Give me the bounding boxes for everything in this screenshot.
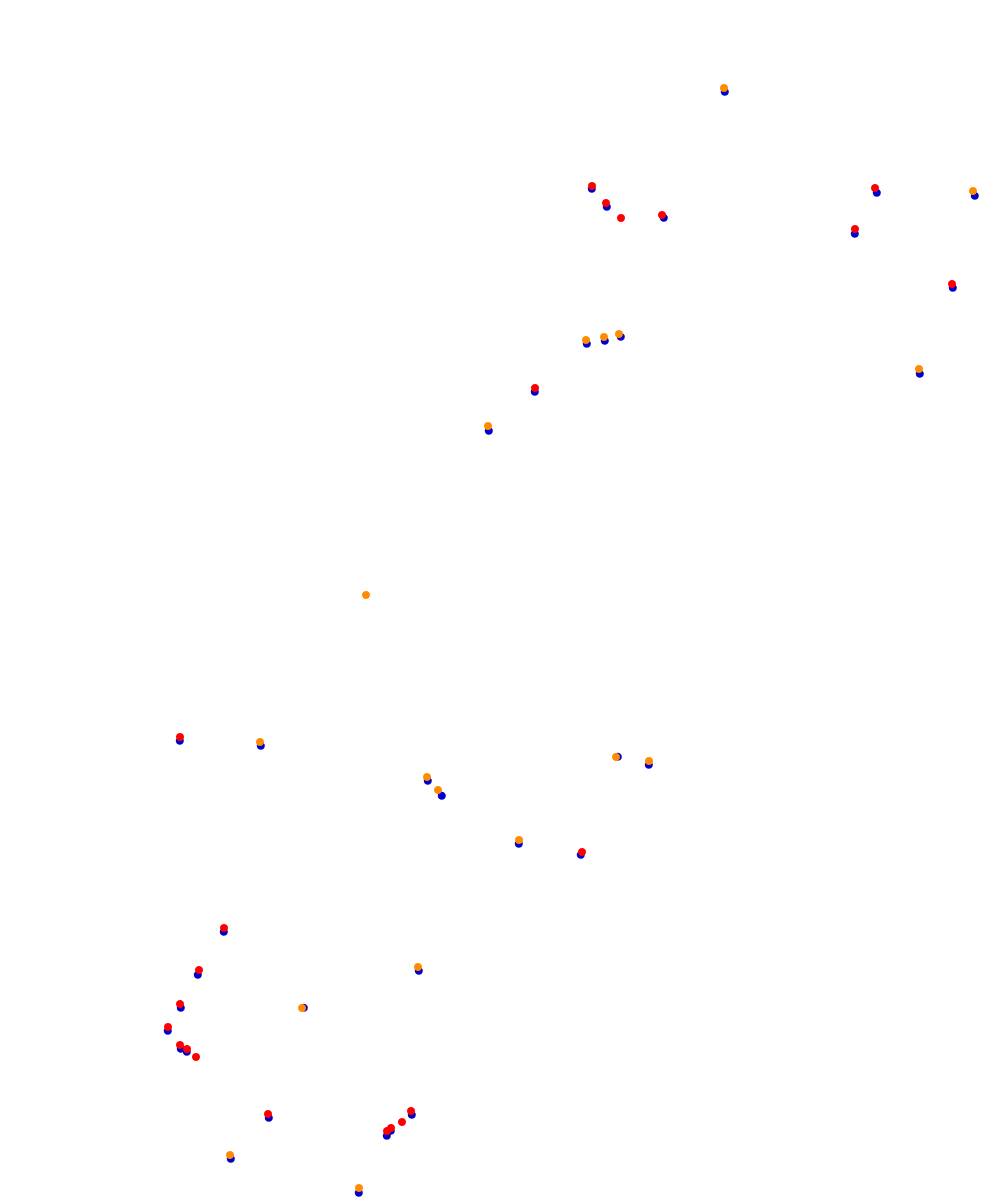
data-point-s1-6 [948, 280, 956, 288]
data-point-s1-0 [588, 182, 596, 190]
data-point-s0-19 [437, 791, 446, 800]
data-point-s2-1 [969, 187, 977, 195]
data-point-s2-11 [423, 773, 431, 781]
data-point-s1-5 [851, 225, 859, 233]
data-point-s1-9 [578, 848, 586, 856]
series-2 [226, 84, 977, 1192]
data-point-s1-10 [220, 924, 228, 932]
data-point-s1-17 [264, 1110, 272, 1118]
data-point-s2-10 [645, 757, 653, 765]
data-point-s2-5 [484, 422, 492, 430]
data-point-s1-12 [176, 1000, 184, 1008]
data-point-s1-13 [164, 1023, 172, 1031]
data-point-s2-6 [915, 365, 923, 373]
data-point-s1-21 [383, 1127, 391, 1135]
data-point-s2-4 [615, 330, 623, 338]
data-point-s2-7 [362, 591, 370, 599]
data-point-s2-17 [355, 1184, 363, 1192]
data-point-s1-2 [617, 214, 625, 222]
data-point-s2-13 [515, 836, 523, 844]
data-point-s2-3 [600, 333, 608, 341]
data-point-s1-16 [192, 1053, 200, 1061]
data-point-s1-15 [183, 1045, 191, 1053]
series-1 [164, 182, 956, 1135]
data-point-s2-9 [612, 753, 620, 761]
data-point-s1-11 [195, 966, 203, 974]
data-point-s2-15 [298, 1004, 306, 1012]
data-point-s2-8 [256, 738, 264, 746]
data-point-s1-14 [176, 1041, 184, 1049]
data-point-s1-3 [658, 211, 666, 219]
data-point-s1-4 [871, 184, 879, 192]
data-point-s2-0 [720, 84, 728, 92]
points-layer [163, 84, 979, 1197]
data-point-s1-18 [407, 1107, 415, 1115]
data-point-s1-8 [176, 733, 184, 741]
data-point-s1-7 [531, 384, 539, 392]
data-point-s1-1 [602, 199, 610, 207]
data-point-s1-19 [398, 1118, 406, 1126]
data-point-s2-16 [226, 1151, 234, 1159]
data-point-s2-14 [414, 963, 422, 971]
data-point-s2-2 [582, 336, 590, 344]
data-point-s2-12 [434, 786, 442, 794]
